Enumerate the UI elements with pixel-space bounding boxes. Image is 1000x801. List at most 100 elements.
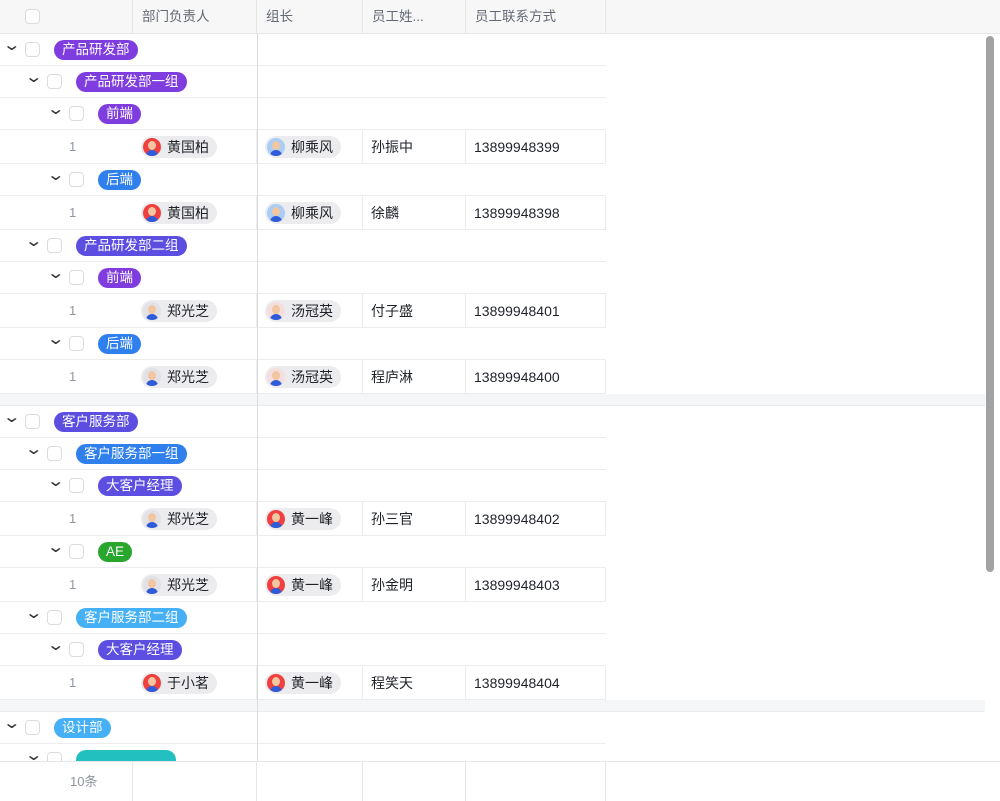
- manager-user-pill[interactable]: 黄国柏: [141, 135, 217, 158]
- table-row[interactable]: 1 郑光芝 黄一峰 孙三官 13899948402: [0, 502, 606, 536]
- employee-phone-cell[interactable]: 13899948403: [466, 568, 606, 601]
- chevron-down-icon[interactable]: ⌄: [24, 605, 44, 622]
- group-row[interactable]: ⌄ 后端: [0, 164, 606, 196]
- employee-name-cell[interactable]: 程庐淋: [363, 360, 466, 393]
- row-checkbox[interactable]: [69, 172, 84, 187]
- row-checkbox[interactable]: [69, 544, 84, 559]
- row-checkbox[interactable]: [47, 610, 62, 625]
- group-row[interactable]: ⌄ 设计部: [0, 712, 606, 744]
- manager-user-pill[interactable]: 郑光芝: [141, 365, 217, 388]
- leader-cell[interactable]: 黄一峰: [257, 568, 363, 601]
- table-row[interactable]: 1 郑光芝 黄一峰 孙金明 13899948403: [0, 568, 606, 602]
- row-checkbox[interactable]: [69, 336, 84, 351]
- chevron-down-icon[interactable]: ⌄: [24, 233, 44, 250]
- row-checkbox[interactable]: [47, 752, 62, 761]
- leader-cell[interactable]: 黄一峰: [257, 502, 363, 535]
- leader-cell[interactable]: 汤冠英: [257, 360, 363, 393]
- table-row[interactable]: 1 于小茗 黄一峰 程笑天 13899948404: [0, 666, 606, 700]
- employee-phone-cell[interactable]: 13899948398: [466, 196, 606, 229]
- employee-name-cell[interactable]: 孙金明: [363, 568, 466, 601]
- row-checkbox[interactable]: [25, 414, 40, 429]
- employee-name-cell[interactable]: 孙振中: [363, 130, 466, 163]
- leader-user-pill[interactable]: 黄一峰: [265, 507, 341, 530]
- manager-cell[interactable]: 郑光芝: [133, 360, 257, 393]
- row-checkbox[interactable]: [47, 74, 62, 89]
- row-checkbox[interactable]: [69, 270, 84, 285]
- chevron-down-icon[interactable]: ⌄: [46, 473, 66, 490]
- table-row[interactable]: 1 黄国柏 柳乘风 孙振中 13899948399: [0, 130, 606, 164]
- chevron-down-icon[interactable]: ⌄: [24, 441, 44, 458]
- group-row[interactable]: ⌄ 后端: [0, 328, 606, 360]
- manager-user-pill[interactable]: 郑光芝: [141, 299, 217, 322]
- header-leader[interactable]: 组长: [257, 0, 363, 34]
- leader-user-pill[interactable]: 柳乘风: [265, 135, 341, 158]
- employee-phone-cell[interactable]: 13899948404: [466, 666, 606, 699]
- vertical-scrollbar[interactable]: [986, 34, 995, 761]
- scrollbar-thumb[interactable]: [986, 36, 994, 572]
- table-row[interactable]: 1 郑光芝 汤冠英 付子盛 13899948401: [0, 294, 606, 328]
- group-row[interactable]: ⌄ 客户服务部二组: [0, 602, 606, 634]
- employee-phone-cell[interactable]: 13899948401: [466, 294, 606, 327]
- group-row[interactable]: ⌄: [0, 744, 606, 761]
- leader-cell[interactable]: 黄一峰: [257, 666, 363, 699]
- group-row[interactable]: ⌄ 大客户经理: [0, 470, 606, 502]
- group-row[interactable]: ⌄ 产品研发部二组: [0, 230, 606, 262]
- row-checkbox[interactable]: [47, 238, 62, 253]
- row-checkbox[interactable]: [69, 106, 84, 121]
- employee-name-cell[interactable]: 徐麟: [363, 196, 466, 229]
- leader-cell[interactable]: 柳乘风: [257, 130, 363, 163]
- manager-user-pill[interactable]: 于小茗: [141, 671, 217, 694]
- row-checkbox[interactable]: [47, 446, 62, 461]
- manager-cell[interactable]: 郑光芝: [133, 294, 257, 327]
- header-employee-phone[interactable]: 员工联系方式: [466, 0, 606, 34]
- chevron-down-icon[interactable]: ⌄: [46, 265, 66, 282]
- employee-name-cell[interactable]: 程笑天: [363, 666, 466, 699]
- header-manager[interactable]: 部门负责人: [133, 0, 257, 34]
- chevron-down-icon[interactable]: ⌄: [46, 637, 66, 654]
- manager-cell[interactable]: 于小茗: [133, 666, 257, 699]
- select-all-checkbox[interactable]: [25, 9, 40, 24]
- group-row[interactable]: ⌄ 大客户经理: [0, 634, 606, 666]
- leader-cell[interactable]: 汤冠英: [257, 294, 363, 327]
- leader-user-pill[interactable]: 汤冠英: [265, 299, 341, 322]
- manager-user-pill[interactable]: 黄国柏: [141, 201, 217, 224]
- manager-cell[interactable]: 郑光芝: [133, 502, 257, 535]
- manager-cell[interactable]: 黄国柏: [133, 196, 257, 229]
- leader-cell[interactable]: 柳乘风: [257, 196, 363, 229]
- row-checkbox[interactable]: [25, 720, 40, 735]
- employee-phone-cell[interactable]: 13899948399: [466, 130, 606, 163]
- chevron-down-icon[interactable]: ⌄: [2, 37, 22, 54]
- chevron-down-icon[interactable]: ⌄: [46, 331, 66, 348]
- chevron-down-icon[interactable]: ⌄: [46, 167, 66, 184]
- employee-name-cell[interactable]: 付子盛: [363, 294, 466, 327]
- chevron-down-icon[interactable]: ⌄: [46, 101, 66, 118]
- manager-user-pill[interactable]: 郑光芝: [141, 573, 217, 596]
- group-row[interactable]: ⌄ 客户服务部: [0, 406, 606, 438]
- leader-user-pill[interactable]: 柳乘风: [265, 201, 341, 224]
- chevron-down-icon[interactable]: ⌄: [24, 747, 44, 761]
- table-row[interactable]: 1 黄国柏 柳乘风 徐麟 13899948398: [0, 196, 606, 230]
- row-checkbox[interactable]: [69, 642, 84, 657]
- group-row[interactable]: ⌄ 产品研发部一组: [0, 66, 606, 98]
- manager-cell[interactable]: 郑光芝: [133, 568, 257, 601]
- row-checkbox[interactable]: [25, 42, 40, 57]
- leader-user-pill[interactable]: 黄一峰: [265, 573, 341, 596]
- group-row[interactable]: ⌄ 前端: [0, 262, 606, 294]
- group-row[interactable]: ⌄ AE: [0, 536, 606, 568]
- leader-user-pill[interactable]: 汤冠英: [265, 365, 341, 388]
- group-row[interactable]: ⌄ 客户服务部一组: [0, 438, 606, 470]
- chevron-down-icon[interactable]: ⌄: [24, 69, 44, 86]
- employee-phone-cell[interactable]: 13899948402: [466, 502, 606, 535]
- group-row[interactable]: ⌄ 产品研发部: [0, 34, 606, 66]
- chevron-down-icon[interactable]: ⌄: [46, 539, 66, 556]
- table-row[interactable]: 1 郑光芝 汤冠英 程庐淋 13899948400: [0, 360, 606, 394]
- employee-name-cell[interactable]: 孙三官: [363, 502, 466, 535]
- leader-user-pill[interactable]: 黄一峰: [265, 671, 341, 694]
- row-checkbox[interactable]: [69, 478, 84, 493]
- manager-cell[interactable]: 黄国柏: [133, 130, 257, 163]
- group-row[interactable]: ⌄ 前端: [0, 98, 606, 130]
- chevron-down-icon[interactable]: ⌄: [2, 715, 22, 732]
- header-employee-name[interactable]: 员工姓...: [363, 0, 466, 34]
- employee-phone-cell[interactable]: 13899948400: [466, 360, 606, 393]
- chevron-down-icon[interactable]: ⌄: [2, 409, 22, 426]
